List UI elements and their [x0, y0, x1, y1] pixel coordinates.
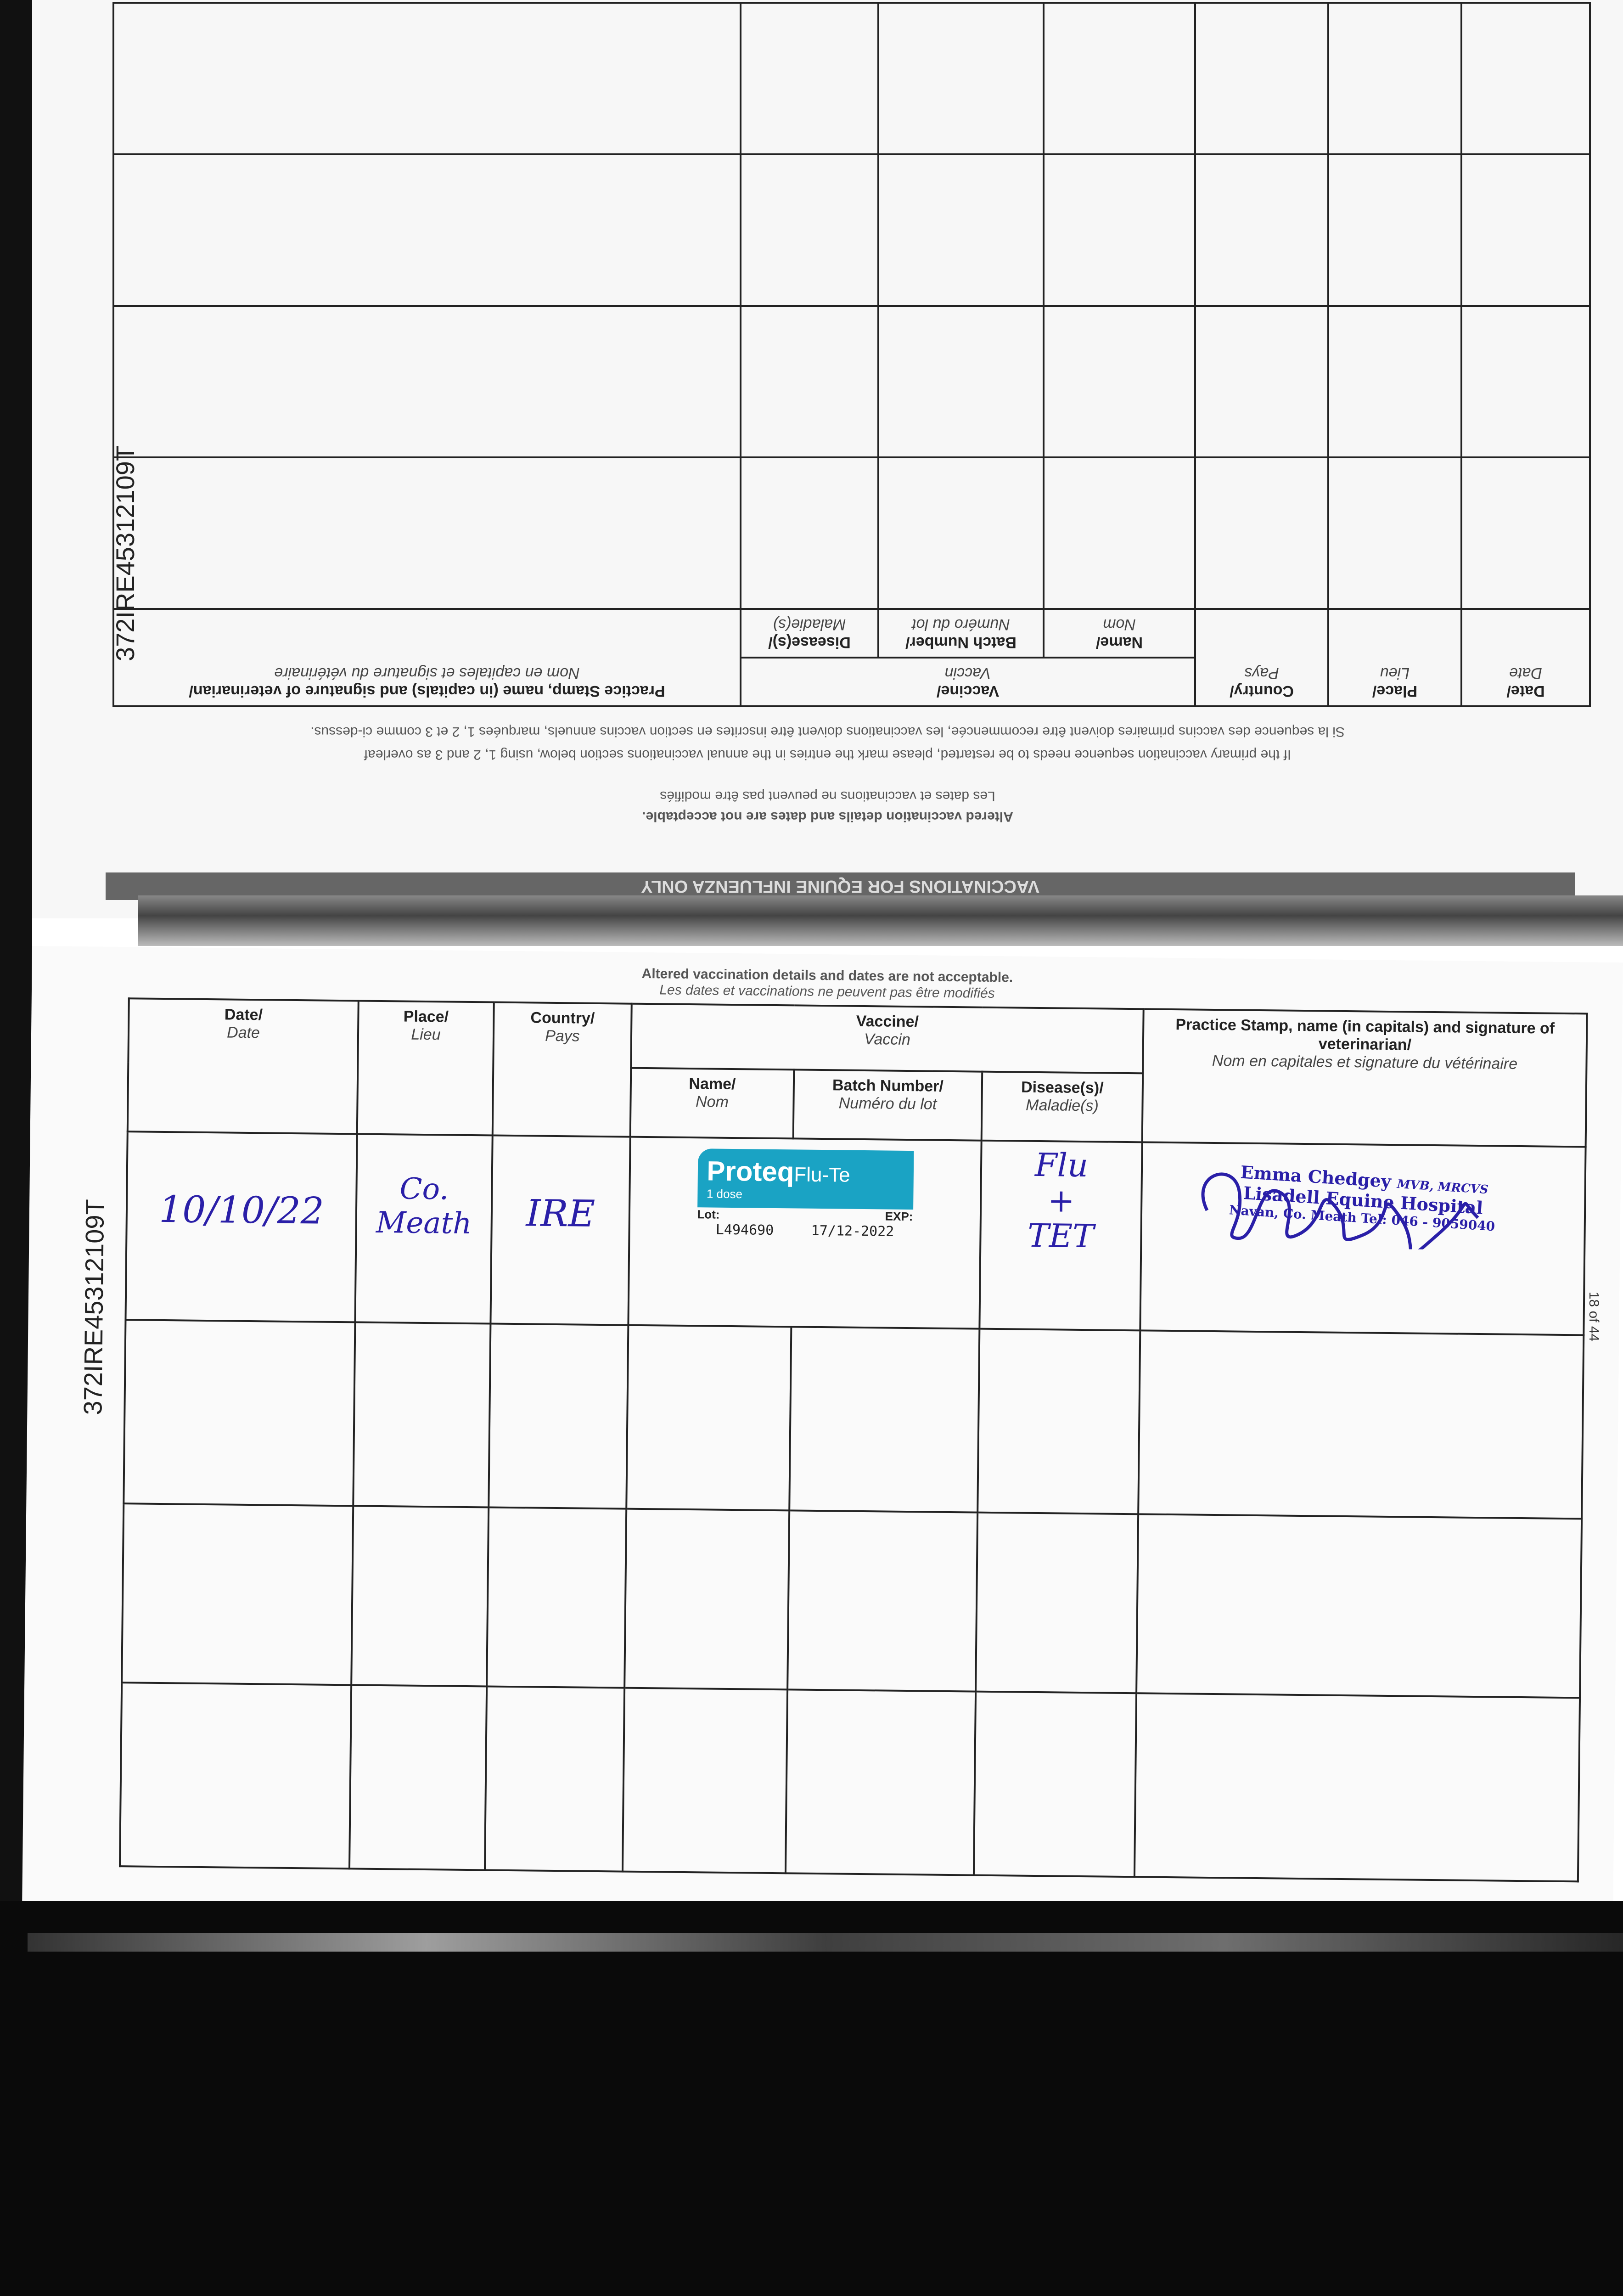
vaccine-sticker: ProteqFlu-Te 1 dose Lot: EXP: L494690 17/1… [697, 1148, 914, 1240]
entry-place: Co. Meath [355, 1134, 493, 1324]
table-row: 10/10/22 Co. Meath IRE ProteqFlu-Te 1 do… [125, 1131, 1586, 1335]
restart-notice-en: If the primary vaccination sequence need… [364, 747, 1292, 762]
entry-diseases: Flu + TET [979, 1140, 1142, 1331]
entry-date: 10/10/22 [125, 1131, 357, 1322]
document-id-top: 372IRE45312109T [111, 445, 140, 661]
scanner-background [0, 1901, 1623, 2296]
expiry-date: 17/12-2022 [811, 1222, 894, 1240]
table-row [113, 306, 1590, 457]
notice-en: Altered vaccination details and dates ar… [642, 809, 1013, 824]
batch-number: L494690 [715, 1221, 774, 1238]
table-row [120, 1683, 1580, 1882]
table-row [124, 1320, 1584, 1519]
entry-country: IRE [490, 1135, 630, 1325]
document-id-bottom: 372IRE45312109T [78, 1199, 110, 1415]
table-row [113, 457, 1590, 609]
vaccination-table: Date/Date Place/Lieu Country/Pays Vaccin… [119, 997, 1588, 1882]
top-vaccination-table: Date/Date Place/Lieu Country/Pays Vaccin… [112, 2, 1591, 707]
bottom-page: Altered vaccination details and dates ar… [22, 946, 1623, 1918]
book-gutter [138, 895, 1623, 946]
table-row [122, 1503, 1582, 1698]
vaccine-sticker-cell: ProteqFlu-Te 1 dose Lot: EXP: L494690 17/1… [628, 1137, 982, 1329]
table-row [113, 3, 1590, 154]
table-row [113, 154, 1590, 306]
practice-stamp: Emma Chedgey MVB, MRCVS Lisadell Equine … [1140, 1142, 1586, 1335]
top-page-upside-down: Si la sequence des vaccins primaires doi… [32, 0, 1623, 918]
notice-fr: Les dates et vaccinations ne peuvent pas… [660, 788, 995, 804]
restart-notice-fr: Si la sequence des vaccins primaires doi… [310, 724, 1345, 739]
page-number: 18 of 44 [1586, 1291, 1601, 1342]
